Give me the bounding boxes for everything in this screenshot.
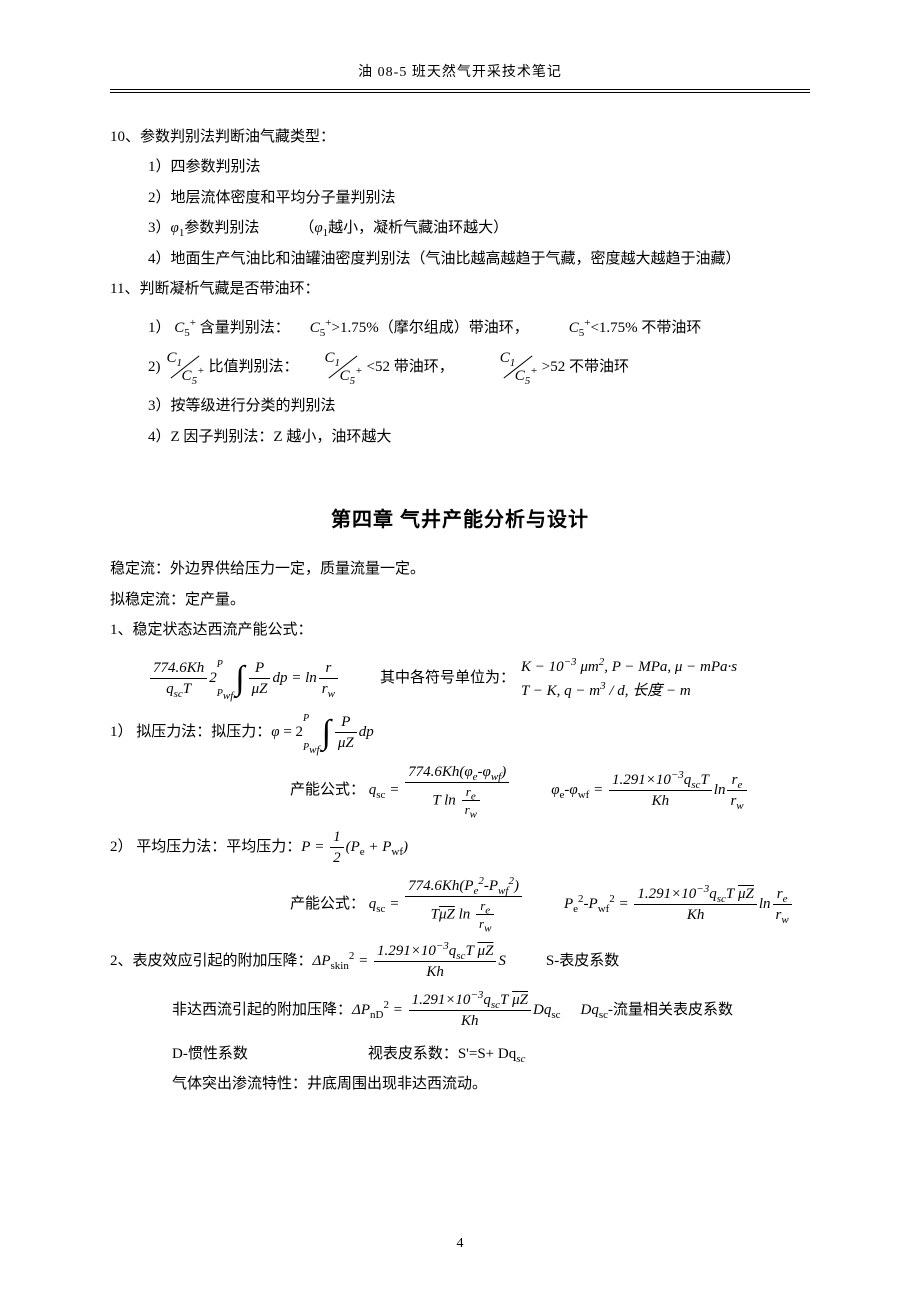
sec11-item1: 1） C5+ 含量判别法： C5+ >1.75%（摩尔组成）带油环， C5+ <… [110,314,810,343]
page: 油 08-5 班天然气开采技术笔记 10、参数判别法判断油气藏类型： 1）四参数… [0,0,920,1302]
phi1-symbol: φ1 [171,214,185,243]
sec11-i1-label: 含量判别法： [200,314,290,343]
frac-re-rw: re rw [727,771,746,810]
frac-qsc-avg: 774.6Kh(Pe2-Pwf2) TμZ ln re rw [405,877,522,932]
frac-r-rw: r rw [319,659,338,698]
sec10-item1: 1）四参数判别法 [110,153,810,182]
frac-nd: 1.291×10−3qscT μZ Kh [409,991,531,1030]
S: S [498,947,506,976]
sec2-nd-row: 非达西流引起的附加压降： ΔPnD2 = 1.291×10−3qscT μZ K… [110,991,810,1030]
integral-2: PPwf ∫ [303,713,333,753]
sec11-i2-lt: <52 带油环， [367,353,454,382]
Dqsc-label: Dqsc-流量相关表皮系数 [581,996,734,1025]
d-inertia: D-惯性系数 [172,1040,248,1069]
frac-rhs-avg: 1.291×10−3qscT μZ Kh [634,885,756,924]
sec10-item3-prefix: 3） [148,214,171,243]
c5plus-3: C5+ [569,314,591,343]
sec2-bottom1: D-惯性系数 视表皮系数：S'=S+ Dqsc [110,1040,810,1069]
pe-pwf: (Pe + Pwf) [346,833,408,862]
header-title: 油 08-5 班天然气开采技术笔记 [358,65,562,80]
header-rule-bottom [110,92,810,93]
page-number: 4 [0,1231,920,1258]
frac-re-rw2: re rw [773,885,792,924]
frac-skin: 1.291×10−3qscT μZ Kh [374,942,496,981]
units-label: 其中各符号单位为： [380,664,515,693]
integral-1: PPwf ∫ [217,659,247,699]
sec10-item3-paren-open: （ [299,214,314,243]
sec11-title: 11、判断凝析气藏是否带油环： [110,275,810,304]
pseudo-label-row: 1） 拟压力法：拟压力： φ = 2 PPwf ∫ P μZ dp [110,713,810,753]
frac-774kh-qt: 774.6Kh qscT [150,659,207,698]
c1-over-c5-3: C1 C5+ [498,352,538,382]
sec1-formula: 774.6Kh qscT 2 PPwf ∫ P μZ dp = ln r rw … [110,655,810,703]
sec10-item3: 3） φ1 参数判别法 （ φ1 越小，凝析气藏油环越大） [110,214,810,243]
intro-line1: 稳定流：外边界供给压力一定，质量流量一定。 [110,555,810,584]
dpnd: ΔPnD2 [352,996,389,1025]
sec2-skin-row: 2、表皮效应引起的附加压降： ΔPskin2 = 1.291×10−3qscT … [110,942,810,981]
sec2-bottom2: 气体突出渗流特性：井底周围出现非达西流动。 [110,1070,810,1099]
c1-over-c5-2: C1 C5+ [323,352,363,382]
dp: dp [272,664,287,693]
sec10-title: 10、参数判别法判断油气藏类型： [110,123,810,152]
units-line1: K − 10−3 μm2, P − MPa, μ − mPa·s [521,655,737,679]
units-line2: T − K, q − m3 / d, 长度 − m [521,679,737,703]
c5plus-2: C5+ [310,314,332,343]
sec11-i1-gt: >1.75%（摩尔组成）带油环， [332,314,529,343]
c1-over-c5-1: C1 C5+ [165,352,205,382]
avg-label: 2） 平均压力法：平均压力： [110,833,301,862]
pseudo-qsc-row: 产能公式： qsc = 774.6Kh(φe-φwf) T ln re rw φ… [110,763,810,818]
pseudo-label: 1） 拟压力法：拟压力： [110,718,271,747]
sec11-i2-gt: >52 不带油环 [542,353,629,382]
intro-line2: 拟稳定流：定产量。 [110,586,810,615]
apparent-skin: 视表皮系数：S'=S+ Dqsc [368,1040,526,1069]
phi-eq: φ = 2 [271,718,303,747]
two: 2 [209,664,217,693]
phi1-symbol-2: φ1 [314,214,328,243]
sec11-i2-prefix: 2) [148,353,161,382]
sec1-title: 1、稳定状态达西流产能公式： [110,616,810,645]
sec11-i2-label: 比值判别法： [209,353,299,382]
P: P [301,833,310,862]
units-stack: K − 10−3 μm2, P − MPa, μ − mPa·s T − K, … [521,655,737,703]
avg-label-row: 2） 平均压力法：平均压力： P = 1 2 (Pe + Pwf) [110,828,810,867]
frac-p-muz2: P μZ [335,713,357,752]
sec11-item3: 3）按等级进行分类的判别法 [110,392,810,421]
phi-diff: φe-φwf [551,776,589,805]
sec2-title: 2、表皮效应引起的附加压降： [110,947,313,976]
sec11-i1-lt: <1.75% 不带油环 [590,314,701,343]
sec10-item3-mid: 参数判别法 [184,214,259,243]
sec11-item4: 4）Z 因子判别法：Z 越小，油环越大 [110,423,810,452]
avg-qsc-row: 产能公式： qsc = 774.6Kh(Pe2-Pwf2) TμZ ln re … [110,877,810,932]
frac-qsc-pseudo: 774.6Kh(φe-φwf) T ln re rw [405,763,509,818]
nd-label: 非达西流引起的附加压降： [172,996,352,1025]
dp2: dp [359,718,374,747]
sec10-item2: 2）地层流体密度和平均分子量判别法 [110,184,810,213]
qsc2: qsc [369,890,386,919]
Dqsc: Dqsc [533,996,561,1025]
sec11-i1-prefix: 1） [148,314,171,343]
ln: ln [305,664,317,693]
dpskin: ΔPskin2 [313,947,355,976]
chapter-title: 第四章 气井产能分析与设计 [110,501,810,539]
sec10-item3-paren-text: 越小，凝析气藏油环越大） [328,214,508,243]
qsc: qsc [369,776,386,805]
p2-diff: Pe2-Pwf2 [564,890,615,919]
avg-plab: 产能公式： [290,890,365,919]
page-header: 油 08-5 班天然气开采技术笔记 [110,60,810,87]
frac-rhs-pseudo: 1.291×10−3qscT Kh [609,771,712,810]
sec11-item2: 2) C1 C5+ 比值判别法： C1 C5+ <52 带油环， C1 C5+ … [110,352,810,382]
c5plus-1: C5+ [174,314,196,343]
frac-half: 1 2 [330,828,344,867]
sec10-item4: 4）地面生产气油比和油罐油密度判别法（气油比越高越趋于气藏，密度越大越趋于油藏） [110,245,810,274]
frac-p-muz: P μZ [249,659,271,698]
header-rule-top [110,89,810,90]
pseudo-plab: 产能公式： [290,776,365,805]
S-label: S-表皮系数 [546,947,619,976]
